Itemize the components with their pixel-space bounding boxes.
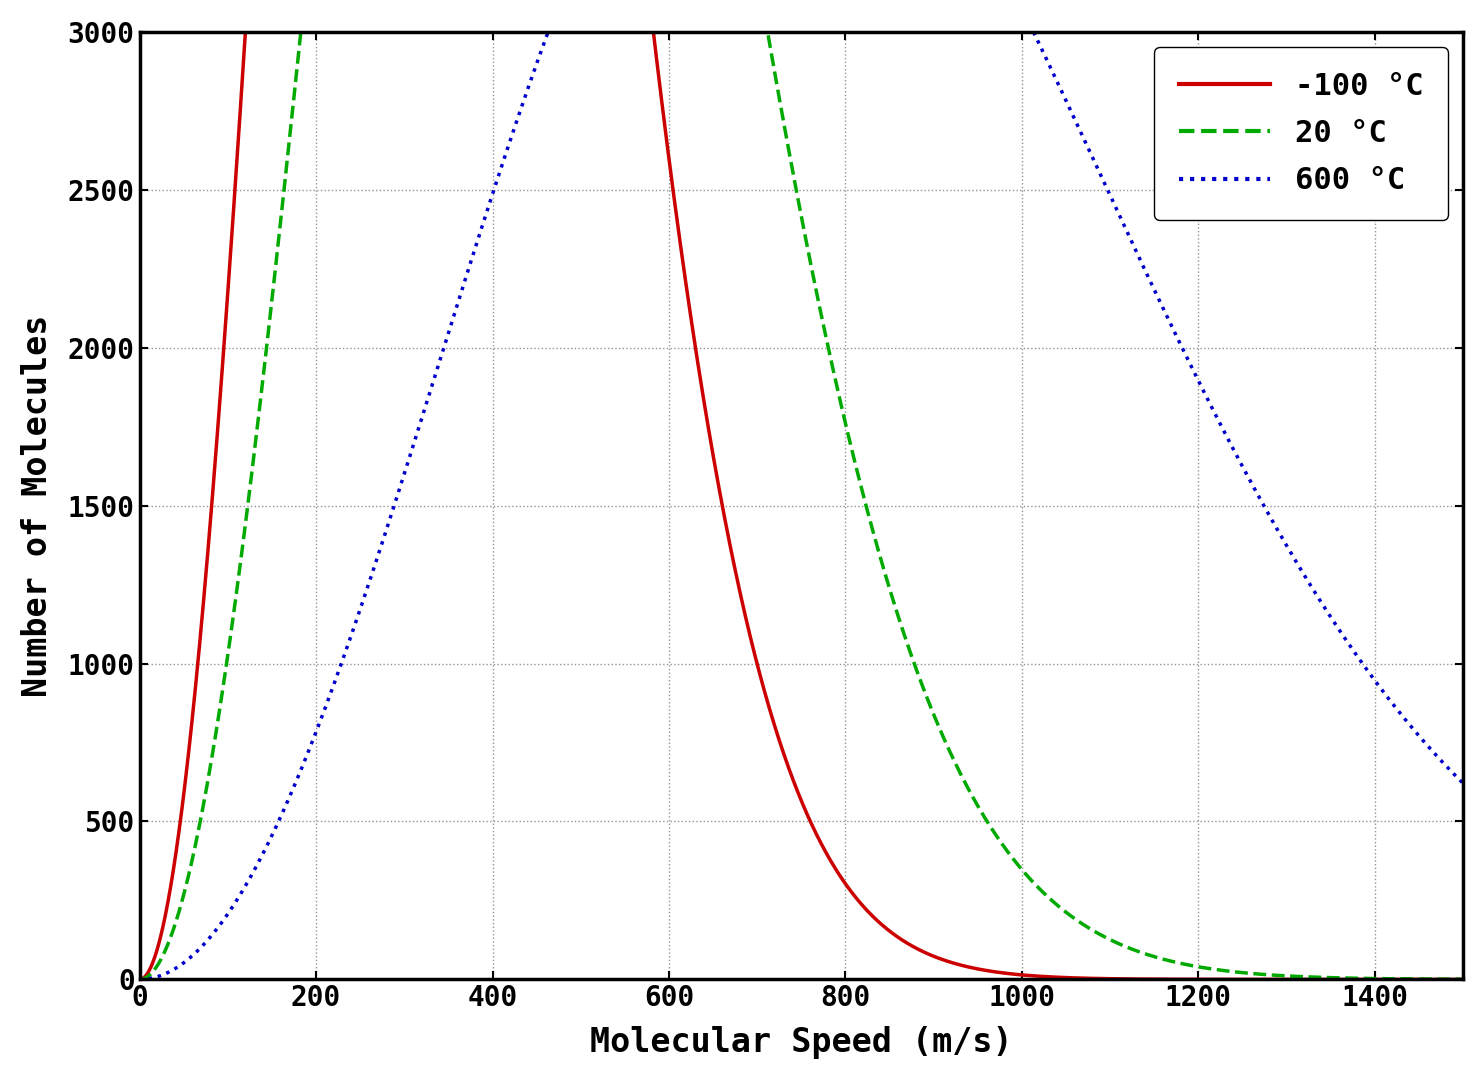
600 °C [1287, 553, 1304, 566]
-100 °C [696, 401, 714, 414]
20 °C [1287, 970, 1304, 983]
Legend: -100 °C, 20 °C, 600 °C: -100 °C, 20 °C, 600 °C [1155, 48, 1448, 219]
600 °C [131, 973, 148, 986]
20 °C [131, 973, 148, 986]
-100 °C [131, 973, 148, 986]
Line: 600 °C: 600 °C [139, 0, 1463, 980]
600 °C [282, 788, 300, 801]
600 °C [1454, 777, 1472, 789]
X-axis label: Molecular Speed (m/s): Molecular Speed (m/s) [591, 1026, 1012, 1059]
Line: 20 °C: 20 °C [139, 0, 1463, 980]
Y-axis label: Number of Molecules: Number of Molecules [21, 314, 53, 697]
600 °C [361, 576, 378, 589]
-100 °C [1287, 973, 1304, 986]
20 °C [1454, 973, 1472, 986]
20 °C [1429, 973, 1447, 986]
Line: -100 °C: -100 °C [139, 0, 1463, 980]
20 °C [282, 123, 300, 136]
600 °C [1429, 751, 1447, 764]
-100 °C [1429, 973, 1447, 986]
-100 °C [1454, 973, 1472, 986]
